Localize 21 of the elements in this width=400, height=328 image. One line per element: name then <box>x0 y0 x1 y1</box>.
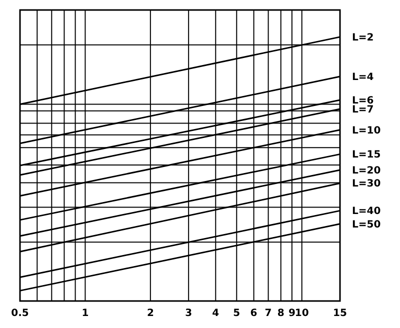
x-tick-label: 4 <box>212 308 220 320</box>
x-tick-label: 3 <box>185 308 192 320</box>
x-tick-label: 8 <box>277 308 284 320</box>
series-label: L=7 <box>352 104 374 116</box>
x-tick-label: 15 <box>333 308 347 320</box>
series-label: L=10 <box>352 125 381 136</box>
x-tick-label: 7 <box>264 308 272 320</box>
series-label: L=15 <box>352 150 381 161</box>
x-tick-label: 6 <box>250 308 258 320</box>
series-label: L=4 <box>352 72 374 84</box>
series-label: L=30 <box>352 178 381 190</box>
x-tick-label: 1 <box>82 308 89 320</box>
x-tick-label: 10 <box>294 308 309 320</box>
x-tick-label: 9 <box>288 308 296 320</box>
x-tick-label: 0.5 <box>11 308 29 320</box>
series-label: L=40 <box>352 206 381 218</box>
series-label: L=50 <box>352 219 381 230</box>
series-label: L=20 <box>352 166 381 177</box>
x-tick-label: 2 <box>146 308 154 320</box>
x-tick-label: 5 <box>233 308 240 320</box>
series-label: L=2 <box>352 32 374 44</box>
